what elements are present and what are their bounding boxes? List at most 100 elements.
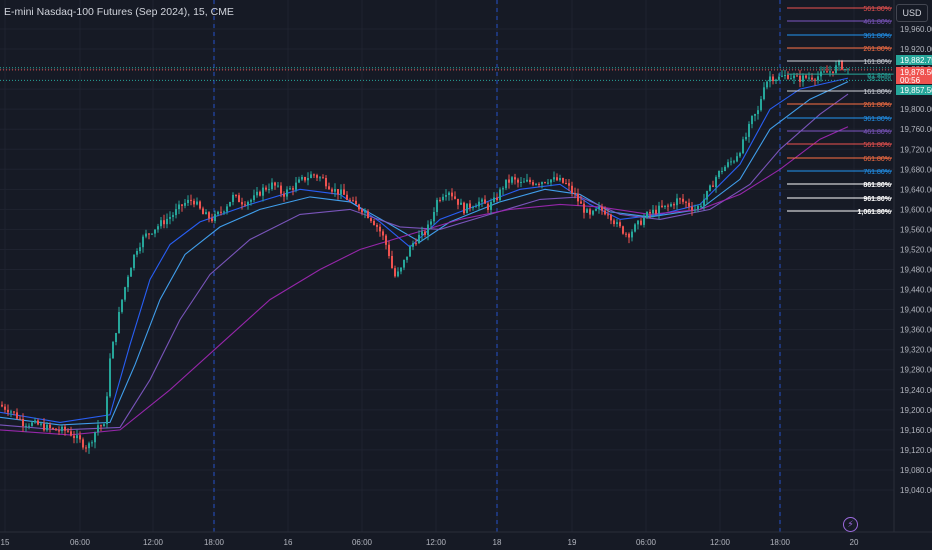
candle-body xyxy=(322,177,324,179)
candle-body xyxy=(238,195,240,203)
candle-body xyxy=(511,177,513,183)
candle-body xyxy=(514,177,516,180)
candle-body xyxy=(283,193,285,197)
candle-body xyxy=(709,185,711,191)
candle-body xyxy=(628,233,630,238)
candle-body xyxy=(622,226,624,234)
candle-body xyxy=(49,424,51,429)
candle-body xyxy=(610,214,612,221)
x-tick-label: 18:00 xyxy=(770,538,791,547)
candle-body xyxy=(748,124,750,137)
candle-body xyxy=(313,174,315,176)
candle-body xyxy=(247,201,249,206)
candle-body xyxy=(331,189,333,192)
candle-body xyxy=(355,200,357,205)
candle-body xyxy=(373,221,375,225)
candle-body xyxy=(139,247,141,252)
candle-body xyxy=(226,206,228,212)
candle-body xyxy=(346,194,348,200)
fib-level-label: 361.80% xyxy=(863,33,891,40)
candle-body xyxy=(814,79,816,81)
candle-body xyxy=(574,193,576,194)
candle-body xyxy=(379,226,381,232)
candle-body xyxy=(268,189,270,191)
candle-body xyxy=(376,225,378,227)
lightning-bolt-icon[interactable]: ⚡︎ xyxy=(843,517,858,532)
candle-body xyxy=(679,198,681,200)
candle-body xyxy=(490,202,492,210)
candle-body xyxy=(700,205,702,207)
candle-body xyxy=(847,68,849,70)
candle-body xyxy=(640,220,642,225)
candle-body xyxy=(397,271,399,277)
candle-body xyxy=(691,206,693,211)
candle-body xyxy=(685,201,687,203)
candle-body xyxy=(715,177,717,187)
candle-body xyxy=(37,420,39,425)
fib-level-label: 161.80% xyxy=(863,59,891,66)
candle-body xyxy=(754,114,756,116)
session-separators xyxy=(213,0,781,532)
candle-body xyxy=(46,424,48,431)
candle-body xyxy=(178,204,180,210)
candle-body xyxy=(484,199,486,204)
candle-body xyxy=(730,161,732,163)
candle-body xyxy=(382,231,384,236)
candle-body xyxy=(805,75,807,78)
candle-body xyxy=(391,256,393,269)
candle-body xyxy=(436,199,438,212)
candle-body xyxy=(7,409,9,413)
candle-body xyxy=(790,78,792,80)
candle-body xyxy=(277,185,279,187)
y-tick-label: 19,120.00 xyxy=(900,446,932,455)
candle-body xyxy=(193,200,195,205)
candle-body xyxy=(88,443,90,449)
price-levels xyxy=(0,67,894,81)
candle-body xyxy=(208,212,210,219)
candle-body xyxy=(601,206,603,211)
candle-body xyxy=(706,190,708,200)
candle-body xyxy=(409,246,411,257)
candle-body xyxy=(292,188,294,190)
fib-level-label: 38.20% xyxy=(867,76,891,83)
y-tick-label: 19,720.00 xyxy=(900,145,932,154)
candle-body xyxy=(811,77,813,80)
candle-body xyxy=(751,115,753,125)
candle-body xyxy=(130,268,132,277)
time-axis[interactable]: 15 06:00 12:00 18:00 16 06:00 12:00 18 19 06:00 12… xyxy=(1,538,859,547)
candle-body xyxy=(496,197,498,201)
fib-level-label: 61.80% xyxy=(867,73,891,80)
candle-body xyxy=(658,205,660,214)
candle-body xyxy=(445,195,447,197)
candle-body xyxy=(325,178,327,187)
candle-body xyxy=(217,211,219,215)
candle-body xyxy=(568,183,570,186)
candle-body xyxy=(595,208,597,211)
currency-button[interactable]: USD xyxy=(896,4,928,22)
candle-body xyxy=(400,267,402,272)
candle-body xyxy=(79,435,81,440)
candle-body xyxy=(175,209,177,216)
candle-body xyxy=(211,218,213,222)
candle-body xyxy=(799,75,801,82)
candle-body xyxy=(460,202,462,205)
fib-level-label: 861.80% xyxy=(863,182,891,189)
candle-body xyxy=(823,71,825,73)
candle-body xyxy=(430,221,432,225)
x-tick-label: 16 xyxy=(284,538,293,547)
candle-body xyxy=(676,198,678,206)
candle-body xyxy=(646,212,648,218)
y-tick-label: 19,920.00 xyxy=(900,45,932,54)
candle-body xyxy=(55,428,57,431)
candle-body xyxy=(22,419,24,426)
candle-body xyxy=(481,199,483,202)
y-tick-label: 19,800.00 xyxy=(900,105,932,114)
candle-body xyxy=(13,411,15,413)
candle-body xyxy=(817,76,819,81)
chart-title: E-mini Nasdaq-100 Futures (Sep 2024), 15… xyxy=(4,6,234,18)
candle-body xyxy=(76,435,78,439)
candle-body xyxy=(328,186,330,190)
candle-body xyxy=(841,61,843,70)
